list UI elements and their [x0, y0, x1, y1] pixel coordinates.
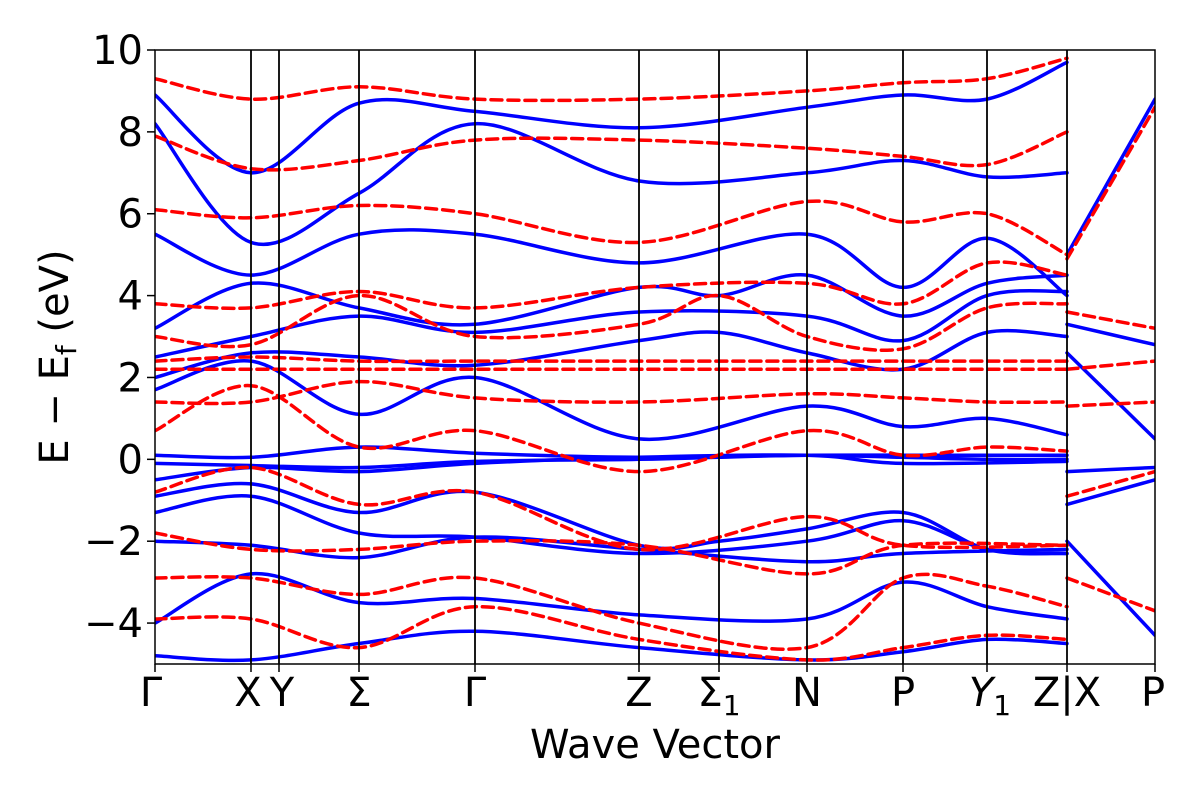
y-axis-title-subscript: f: [50, 344, 83, 355]
x-tick-label-8: P: [891, 670, 915, 716]
solid-band-line-0-9: [155, 328, 1069, 380]
y-tick-label-3: 2: [118, 355, 143, 401]
y-tick-label-7: 10: [92, 28, 143, 74]
dashed-band-line-1-8: [155, 293, 1069, 352]
dashed-band-line-1-1: [155, 465, 1069, 552]
dashed-band-line-1-16: [1065, 310, 1155, 331]
x-axis-ticks: Γ X Y Σ Γ Z Σ1 N P Y1 Z|X P: [140, 664, 1165, 722]
x-tick-label-11: P: [1141, 670, 1165, 716]
x-tick-label-9: Y1: [969, 670, 1011, 722]
solid-band-line-0-18: [1065, 322, 1155, 347]
solid-band-line-0-16: [1065, 478, 1155, 507]
dashed-band-line-1-14: [1065, 400, 1155, 408]
dashed-band-line-1-13: [1065, 469, 1155, 498]
dashed-band-line-1-10: [155, 199, 1069, 257]
y-tick-label-5: 6: [118, 192, 143, 238]
dashed-band-line-1-9: [155, 260, 1069, 311]
y-tick-label-4: 4: [118, 274, 143, 320]
y-tick-label-6: 8: [118, 110, 143, 156]
dashed-band-line-1-0: [155, 383, 1069, 474]
y-axis-title-units: (eV): [32, 249, 78, 345]
dashed-band-line-1-4: [155, 604, 1069, 662]
y-axis-ticks: −4 −2 0 2 4 6 8 10: [84, 28, 155, 647]
high-symmetry-lines: [250, 50, 1068, 664]
x-tick-label-10: Z|X: [1033, 670, 1101, 716]
x-tick-label-5: Z: [625, 670, 652, 716]
y-axis-title-main: E − E: [32, 355, 78, 465]
bands-layer: [155, 56, 1155, 663]
plot-frame: [154, 49, 1156, 665]
dashed-band-line-1-15: [1065, 359, 1155, 372]
solid-band-line-0-20: [1065, 539, 1155, 638]
x-tick-label-4: Γ: [464, 670, 487, 716]
x-tick-label-3: Σ: [346, 670, 371, 716]
x-tick-label-6: Σ1: [697, 670, 740, 722]
solid-band-line-0-7: [155, 629, 1069, 663]
solid-band-line-0-19: [1065, 97, 1155, 257]
dashed-band-line-1-12: [155, 56, 1069, 103]
x-axis-title: Wave Vector: [530, 722, 781, 768]
solid-band-line-0-17: [1065, 351, 1155, 441]
x-tick-label-0: Γ: [140, 670, 163, 716]
y-axis-title: E − Ef (eV): [32, 249, 83, 464]
solid-band-line-0-15: [1065, 465, 1155, 474]
solid-band-line-0-8: [155, 358, 1069, 442]
dashed-band-line-1-17: [1065, 105, 1155, 261]
dashed-band-line-1-5: [155, 379, 1069, 406]
y-tick-label-0: −4: [84, 601, 143, 647]
dashed-band-line-1-11: [155, 130, 1069, 172]
dashed-band-line-1-2: [155, 531, 1069, 576]
x-tick-label-2: Y: [269, 670, 295, 716]
y-tick-label-1: −2: [84, 519, 143, 565]
dashed-band-line-1-18: [1065, 576, 1155, 613]
solid-band-line-0-14: [155, 60, 1069, 175]
x-tick-label-7: N: [792, 670, 822, 716]
solid-band-line-0-13: [155, 121, 1069, 246]
y-tick-label-2: 0: [118, 437, 143, 483]
x-tick-label-1: X: [234, 670, 261, 716]
